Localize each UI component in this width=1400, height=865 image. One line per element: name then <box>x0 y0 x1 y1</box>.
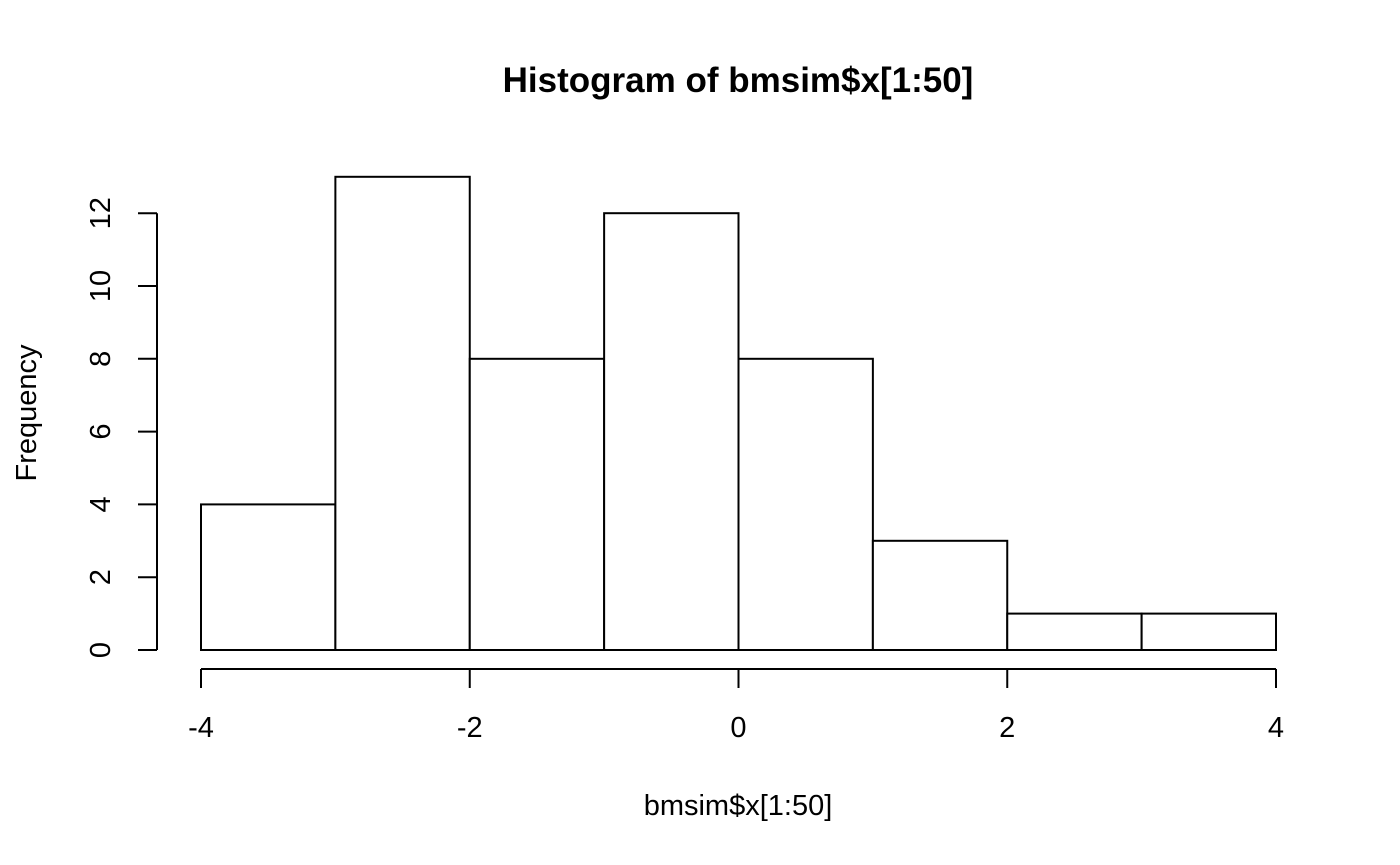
x-tick-label-0: -4 <box>188 712 214 744</box>
x-tick-label-2: 0 <box>730 712 746 744</box>
bar-7 <box>1140 612 1277 651</box>
bar-5 <box>871 539 1009 651</box>
y-tick-label-3: 6 <box>85 424 117 440</box>
y-axis-label: Frequency <box>11 344 43 482</box>
x-axis: -4 -2 0 2 4 <box>188 668 1284 744</box>
x-tick-label-3: 2 <box>999 712 1015 744</box>
x-tick-label-1: -2 <box>457 712 483 744</box>
chart-title: Histogram of bmsim$x[1:50] <box>503 61 974 100</box>
y-tick-label-2: 4 <box>85 496 117 512</box>
y-tick-label-4: 8 <box>85 351 117 367</box>
y-axis: 0 2 4 6 8 10 12 <box>85 197 158 658</box>
bar-6 <box>1006 612 1143 651</box>
y-tick-label-0: 0 <box>85 642 117 658</box>
bar-0 <box>200 503 337 651</box>
bar-1 <box>334 175 471 652</box>
x-tick-label-4: 4 <box>1268 712 1284 744</box>
x-axis-label: bmsim$x[1:50] <box>644 790 833 822</box>
bar-2 <box>468 357 606 651</box>
bars-group <box>200 175 1277 652</box>
y-tick-label-5: 10 <box>85 270 117 302</box>
y-tick-label-1: 2 <box>85 569 117 585</box>
bar-3 <box>603 212 740 651</box>
bar-4 <box>737 357 874 651</box>
y-tick-label-6: 12 <box>85 197 117 229</box>
